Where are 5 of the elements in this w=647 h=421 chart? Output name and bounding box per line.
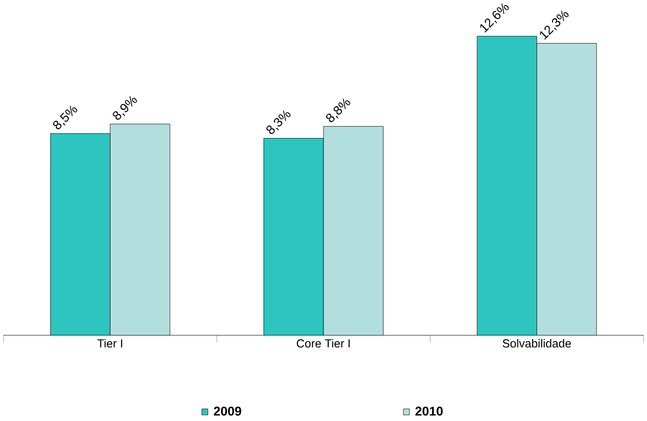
legend-label: 2010 — [415, 406, 443, 416]
legend-label: 2009 — [214, 406, 242, 416]
x-tick-label: Core Tier I — [296, 338, 350, 348]
x-tick-label: Solvabilidade — [502, 338, 571, 348]
x-tick-label: Tier I — [97, 338, 122, 348]
